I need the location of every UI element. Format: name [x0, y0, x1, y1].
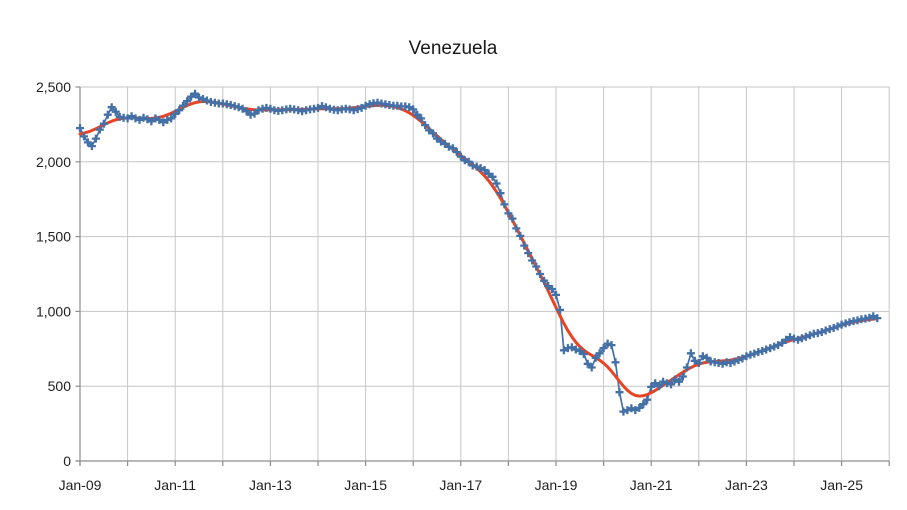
data-series — [76, 89, 882, 416]
axes — [75, 86, 890, 466]
x-tick-label: Jan-19 — [535, 477, 578, 493]
gridlines — [79, 86, 890, 461]
y-axis-tick-labels: 0 500 1,000 1,500 2,000 2,500 — [36, 79, 71, 469]
x-tick-label: Jan-17 — [439, 477, 482, 493]
x-tick-label: Jan-09 — [59, 477, 102, 493]
x-tick-label: Jan-15 — [344, 477, 387, 493]
y-tick-label: 0 — [63, 453, 71, 469]
x-tick-label: Jan-21 — [630, 477, 673, 493]
x-tick-label: Jan-11 — [154, 477, 196, 493]
x-tick-label: Jan-23 — [725, 477, 768, 493]
chart-title: Venezuela — [409, 38, 498, 59]
y-tick-label: 1,000 — [36, 303, 71, 319]
monthly-series-line — [79, 92, 878, 413]
x-tick-label: Jan-13 — [249, 477, 292, 493]
y-tick-label: 1,500 — [36, 229, 71, 245]
y-tick-label: 2,500 — [36, 79, 71, 95]
y-tick-label: 2,000 — [36, 154, 71, 170]
plus-markers — [76, 89, 882, 416]
y-tick-label: 500 — [48, 378, 72, 394]
x-axis-tick-labels: Jan-09 Jan-11 Jan-13 Jan-15 Jan-17 Jan-19 Jan-… — [59, 477, 864, 493]
x-tick-label: Jan-25 — [820, 477, 863, 493]
